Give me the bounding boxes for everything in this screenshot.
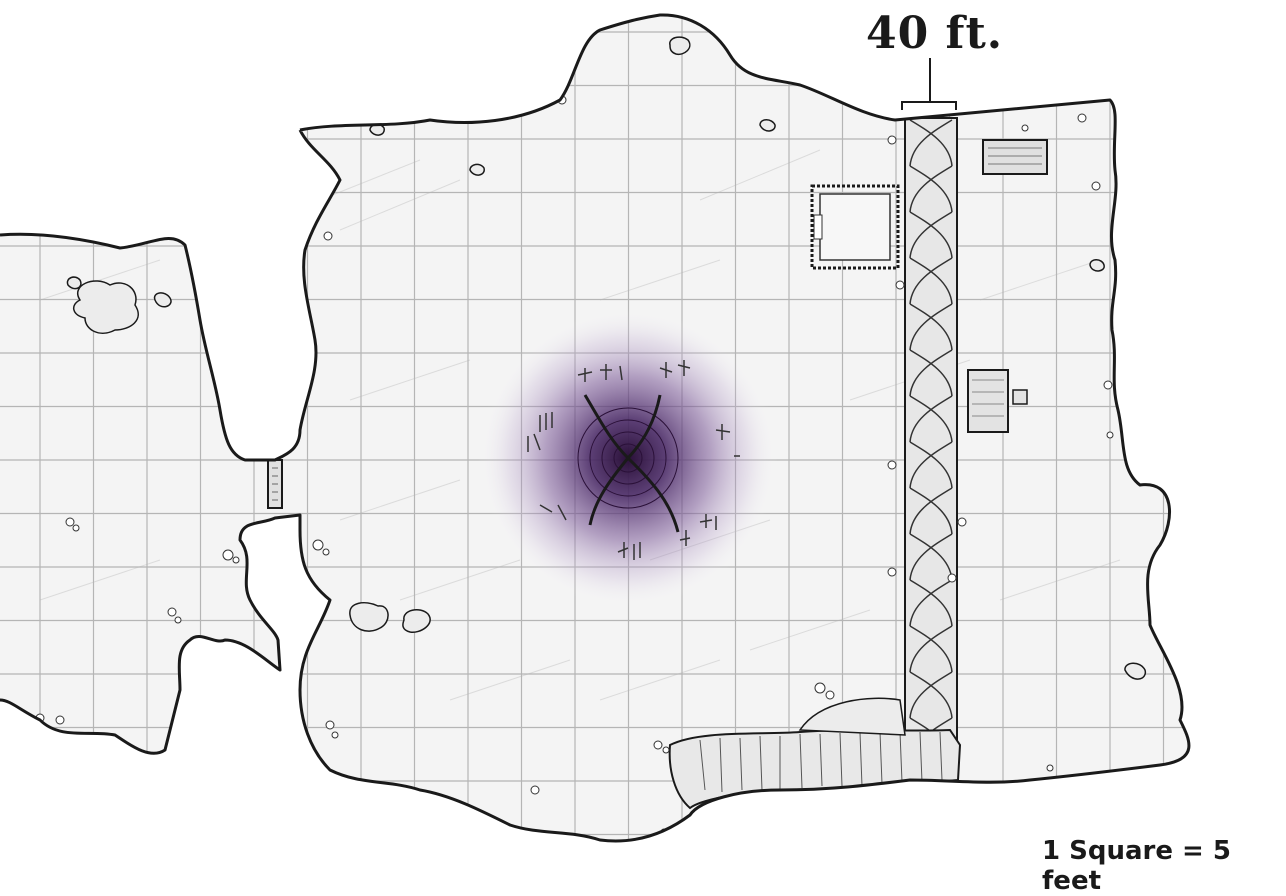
height-marker bbox=[901, 58, 957, 110]
rope-column bbox=[904, 117, 958, 811]
cave-floor bbox=[0, 14, 1189, 841]
cave-wall bbox=[0, 13, 1191, 843]
height-label: 40 ft. bbox=[866, 8, 1004, 59]
battle-map bbox=[0, 13, 1191, 843]
crate bbox=[982, 139, 1048, 175]
bed bbox=[810, 184, 900, 270]
vortex-cracks bbox=[583, 394, 680, 533]
table bbox=[967, 369, 1028, 433]
scale-label: 1 Square = 5 feet bbox=[1042, 836, 1231, 896]
vortex-runes bbox=[527, 360, 740, 560]
door bbox=[267, 459, 283, 509]
cliff-ledge bbox=[668, 697, 962, 810]
rocks bbox=[66, 36, 1147, 680]
vortex-swirl bbox=[577, 407, 679, 509]
